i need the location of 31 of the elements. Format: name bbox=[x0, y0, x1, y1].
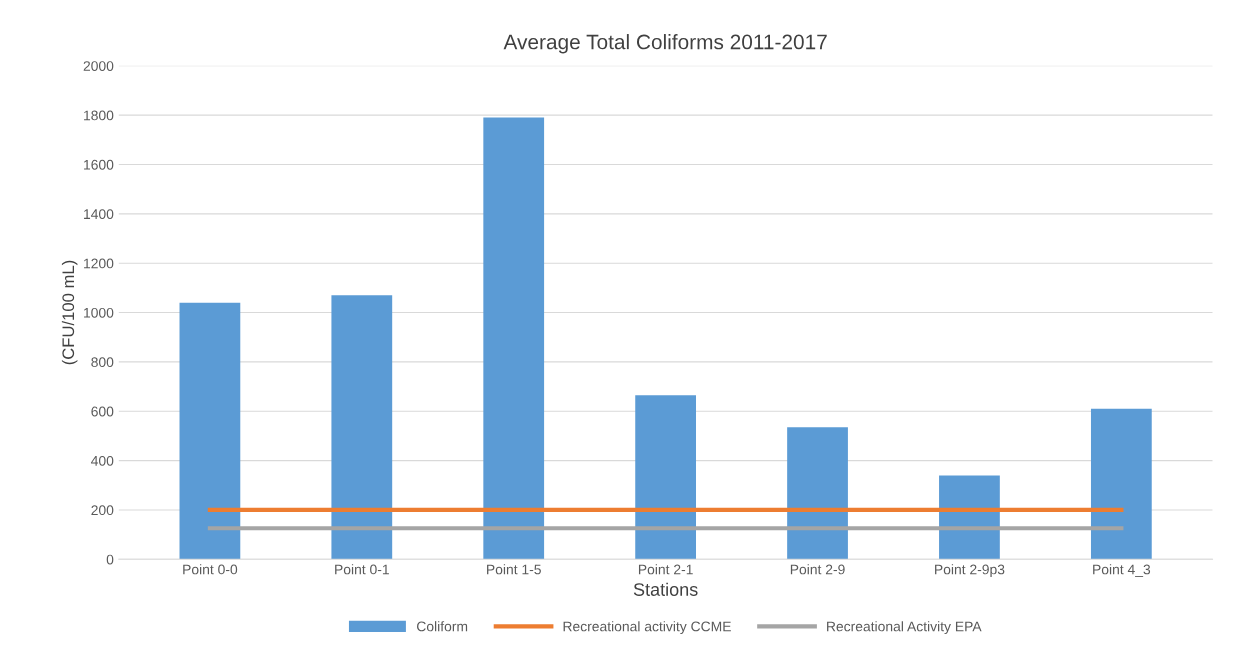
bar bbox=[939, 475, 1000, 560]
bar bbox=[331, 295, 393, 560]
x-axis-title: Stations bbox=[633, 582, 698, 596]
y-tick-label: 200 bbox=[91, 505, 114, 516]
bar bbox=[179, 302, 241, 560]
x-tick-label: Point 0-1 bbox=[335, 564, 389, 575]
legend-label: Recreational Activity EPA bbox=[827, 621, 982, 635]
y-tick-label: 600 bbox=[91, 406, 114, 417]
bar bbox=[635, 395, 697, 560]
x-tick-label: Point 0-0 bbox=[183, 564, 238, 575]
bar bbox=[787, 427, 848, 560]
x-tick-label: Point 2-9p3 bbox=[935, 564, 1005, 578]
y-tick-label: 1800 bbox=[84, 110, 114, 121]
x-tick-label: Point 2-9 bbox=[790, 564, 845, 575]
legend-label: Coliform bbox=[417, 621, 468, 632]
x-tick-label: Point 1-5 bbox=[487, 564, 541, 575]
bar bbox=[1090, 408, 1152, 560]
x-tick-label: Point 2-1 bbox=[638, 564, 693, 575]
y-tick-label: 2000 bbox=[83, 61, 114, 71]
y-tick-label: 800 bbox=[91, 357, 114, 368]
y-tick-label: 0 bbox=[106, 554, 114, 565]
y-tick-label: 1000 bbox=[84, 307, 114, 318]
bar bbox=[483, 117, 545, 560]
y-tick-label: 400 bbox=[91, 455, 114, 466]
y-tick-label: 1200 bbox=[84, 258, 114, 269]
chart-title: Average Total Coliforms 2011-2017 bbox=[503, 34, 827, 54]
y-tick-label: 1400 bbox=[84, 209, 114, 220]
y-tick-label: 1600 bbox=[84, 159, 114, 170]
y-axis-title: (CFU/100 mL) bbox=[61, 260, 78, 365]
legend-label: Recreational activity CCME bbox=[563, 621, 731, 635]
x-tick-label: Point 4_3 bbox=[1093, 564, 1151, 577]
